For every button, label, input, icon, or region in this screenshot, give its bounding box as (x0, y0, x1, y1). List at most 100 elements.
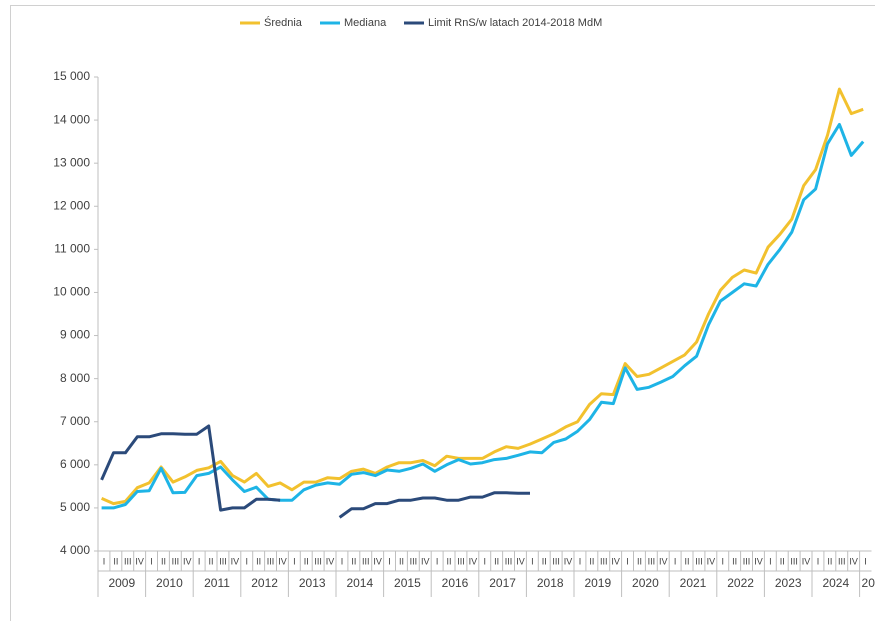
x-tick-label: III (695, 556, 703, 566)
x-tick-label: III (172, 556, 180, 566)
x-tick-label: III (600, 556, 608, 566)
x-tick-label: III (743, 556, 751, 566)
year-label: 2009 (108, 576, 135, 590)
year-label: 2019 (584, 576, 611, 590)
x-tick-label: III (552, 556, 560, 566)
chart-frame (10, 5, 875, 621)
year-label: 202 (862, 576, 875, 590)
x-tick-label: II (304, 556, 309, 566)
x-tick-label: I (817, 556, 820, 566)
x-tick-label: III (457, 556, 465, 566)
x-tick-label: IV (421, 556, 430, 566)
y-tick-label: 9 000 (60, 328, 90, 342)
x-tick-label: I (245, 556, 248, 566)
x-tick-label: II (732, 556, 737, 566)
x-tick-label: II (780, 556, 785, 566)
year-label: 2018 (537, 576, 564, 590)
x-tick-label: II (209, 556, 214, 566)
x-tick-label: III (219, 556, 227, 566)
x-tick-label: I (531, 556, 534, 566)
y-tick-label: 5 000 (60, 500, 90, 514)
year-label: 2015 (394, 576, 421, 590)
year-label: 2010 (156, 576, 183, 590)
x-tick-label: I (864, 556, 867, 566)
y-tick-label: 8 000 (60, 371, 90, 385)
x-tick-label: II (589, 556, 594, 566)
x-tick-label: IV (326, 556, 335, 566)
x-tick-label: I (341, 556, 344, 566)
x-tick-label: IV (707, 556, 716, 566)
y-tick-label: 6 000 (60, 457, 90, 471)
legend-label: Średnia (264, 16, 303, 29)
x-tick-label: I (198, 556, 201, 566)
x-tick-label: I (674, 556, 677, 566)
year-label: 2012 (251, 576, 278, 590)
x-tick-label: I (721, 556, 724, 566)
data-line (101, 122, 865, 510)
x-tick-label: III (314, 556, 322, 566)
x-tick-label: IV (802, 556, 811, 566)
year-label: 2017 (489, 576, 516, 590)
y-tick-label: 13 000 (53, 155, 90, 169)
year-label: 2022 (727, 576, 754, 590)
x-tick-label: I (388, 556, 391, 566)
y-tick-label: 11 000 (54, 242, 90, 256)
x-tick-label: IV (611, 556, 620, 566)
legend-label: Mediana (344, 17, 387, 29)
x-tick-label: I (103, 556, 106, 566)
x-tick-label: II (685, 556, 690, 566)
year-label: 2020 (632, 576, 659, 590)
x-tick-label: II (494, 556, 499, 566)
x-tick-label: I (436, 556, 439, 566)
y-tick-label: 7 000 (60, 414, 90, 428)
x-tick-label: III (362, 556, 370, 566)
x-tick-label: III (648, 556, 656, 566)
x-tick-label: II (351, 556, 356, 566)
y-tick-label: 4 000 (60, 543, 90, 557)
year-label: 2014 (346, 576, 373, 590)
x-tick-label: III (267, 556, 275, 566)
year-label: 2024 (822, 576, 849, 590)
x-tick-label: III (790, 556, 798, 566)
x-tick-label: IV (564, 556, 573, 566)
data-line (100, 424, 530, 519)
x-tick-label: IV (278, 556, 287, 566)
x-tick-label: IV (231, 556, 240, 566)
x-tick-label: III (410, 556, 418, 566)
x-tick-label: II (827, 556, 832, 566)
x-tick-label: II (447, 556, 452, 566)
x-tick-label: II (256, 556, 261, 566)
x-tick-label: I (626, 556, 629, 566)
year-label: 2023 (775, 576, 802, 590)
x-tick-label: II (542, 556, 547, 566)
x-tick-label: IV (469, 556, 478, 566)
y-tick-label: 10 000 (53, 285, 90, 299)
x-tick-label: II (113, 556, 118, 566)
year-label: 2021 (680, 576, 707, 590)
x-tick-label: I (579, 556, 582, 566)
x-tick-label: I (769, 556, 772, 566)
x-tick-label: I (293, 556, 296, 566)
data-line (100, 87, 864, 506)
x-tick-label: I (150, 556, 153, 566)
x-tick-label: IV (516, 556, 525, 566)
x-tick-label: II (637, 556, 642, 566)
year-label: 2013 (299, 576, 326, 590)
x-tick-label: IV (373, 556, 382, 566)
x-tick-label: I (483, 556, 486, 566)
x-tick-label: II (399, 556, 404, 566)
x-tick-label: II (161, 556, 166, 566)
y-tick-label: 12 000 (53, 198, 90, 212)
year-label: 2016 (442, 576, 469, 590)
x-tick-label: III (124, 556, 132, 566)
legend-label: Limit RnS/w latach 2014-2018 MdM (428, 17, 602, 29)
x-tick-label: IV (849, 556, 858, 566)
y-tick-label: 14 000 (53, 112, 90, 126)
x-tick-label: IV (754, 556, 763, 566)
y-tick-label: 15 000 (53, 69, 90, 83)
x-tick-label: IV (183, 556, 192, 566)
year-label: 2011 (204, 576, 230, 590)
x-tick-label: III (505, 556, 513, 566)
